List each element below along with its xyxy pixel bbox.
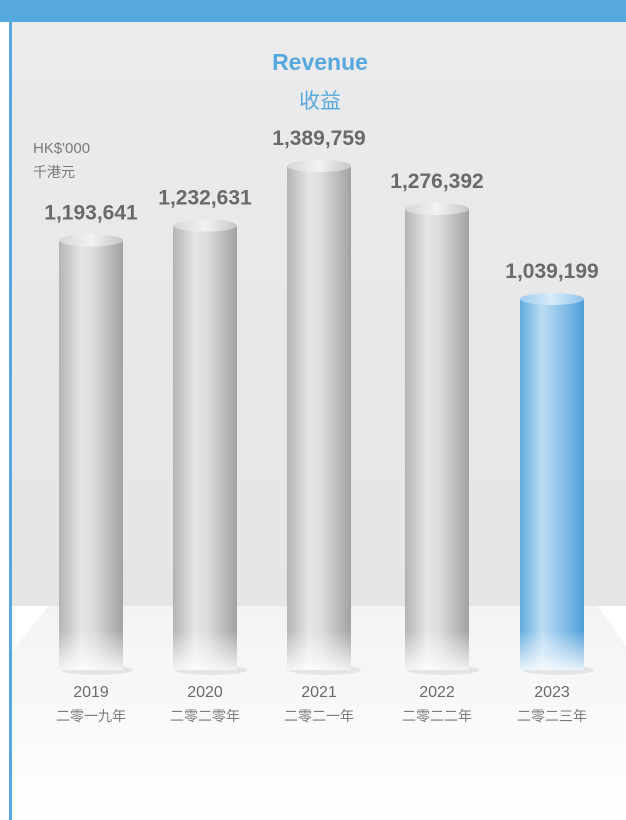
bar	[59, 234, 133, 675]
bar	[173, 219, 247, 675]
unit-label: HK$'000	[33, 140, 90, 157]
bar-group	[59, 160, 594, 675]
unit-label-zh: 千港元	[33, 165, 75, 181]
year-label-zh: 二零二二年	[402, 709, 472, 725]
year-label: 2019	[73, 684, 109, 701]
value-label: 1,039,199	[505, 260, 598, 283]
value-label: 1,232,631	[158, 187, 252, 210]
value-label: 1,389,759	[272, 127, 365, 150]
year-label-zh: 二零二一年	[284, 709, 354, 725]
value-label: 1,193,641	[44, 201, 138, 224]
chart-title: Revenue	[272, 49, 368, 75]
value-label-group: 1,193,641 1,232,631 1,389,759 1,276,392 1,03…	[44, 127, 598, 283]
chart-floor	[12, 606, 626, 820]
year-label: 2020	[187, 684, 223, 701]
year-label: 2021	[301, 684, 337, 701]
top-accent-bar	[0, 0, 626, 22]
year-label-zh: 二零一九年	[56, 709, 126, 725]
year-label-zh: 二零二零年	[170, 709, 240, 725]
year-label-zh: 二零二三年	[517, 709, 587, 725]
bar	[287, 160, 361, 675]
value-label: 1,276,392	[390, 170, 483, 193]
year-label: 2022	[419, 684, 455, 701]
year-label: 2023	[534, 684, 570, 701]
chart-subtitle: 收益	[299, 89, 341, 113]
left-accent-border	[9, 22, 12, 820]
bar	[520, 293, 594, 675]
bar	[405, 203, 479, 675]
year-label-group: 2019 二零一九年 2020 二零二零年 2021 二零二一年 2022 二零二二年 2023…	[56, 684, 587, 725]
